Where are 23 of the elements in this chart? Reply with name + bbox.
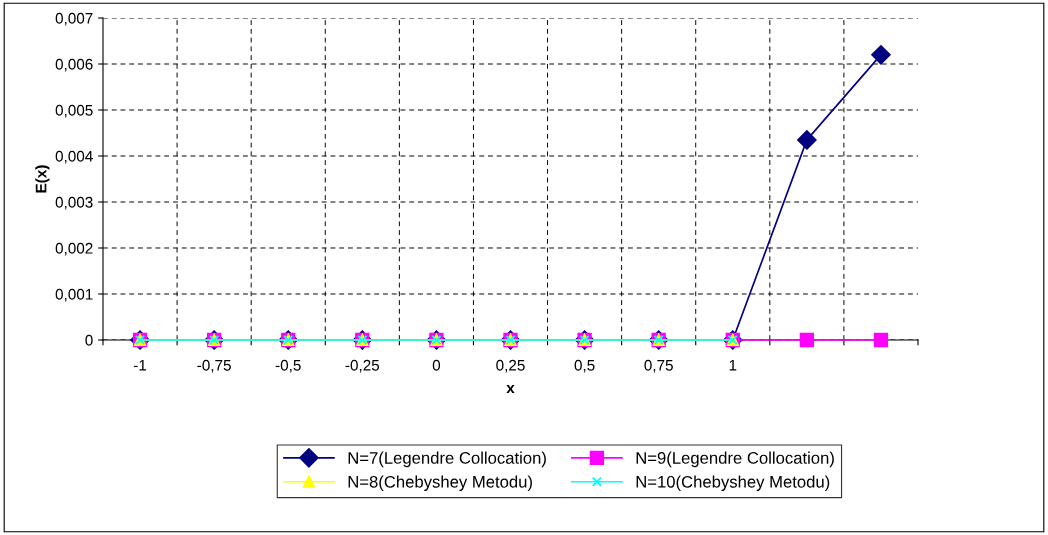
legend-label: N=9(Legendre Collocation) — [636, 451, 834, 468]
y-tick-label: 0,003 — [55, 196, 93, 210]
y-tick-label: 0,006 — [55, 58, 93, 72]
y-tick-label: 0,007 — [55, 12, 93, 26]
y-tick-label: 0 — [85, 334, 93, 346]
legend-label: N=7(Legendre Collocation) — [348, 451, 546, 468]
x-tick-label: -0,5 — [275, 359, 301, 373]
y-axis-title: E(x) — [35, 165, 50, 193]
x-tick-label: 0,75 — [644, 359, 673, 373]
legend-label: N=8(Chebyshey Metodu) — [348, 475, 532, 492]
x-axis-title: x — [506, 385, 515, 394]
x-tick-label: 0 — [432, 359, 441, 371]
legend-label: N=10(Chebyshey Metodu) — [636, 475, 830, 492]
x-tick-label: 1 — [729, 360, 737, 371]
y-tick-label: 0,001 — [55, 288, 93, 302]
y-tick-label: 0,005 — [55, 104, 93, 118]
x-tick-label: 0,25 — [496, 359, 525, 373]
x-tick-label: -1 — [133, 360, 147, 371]
x-tick-label: -0,25 — [345, 359, 380, 373]
y-tick-label: 0,004 — [55, 150, 93, 164]
y-tick-label: 0,002 — [55, 242, 93, 256]
x-tick-label: 0,5 — [574, 359, 595, 373]
x-tick-label: -0,75 — [197, 359, 231, 373]
